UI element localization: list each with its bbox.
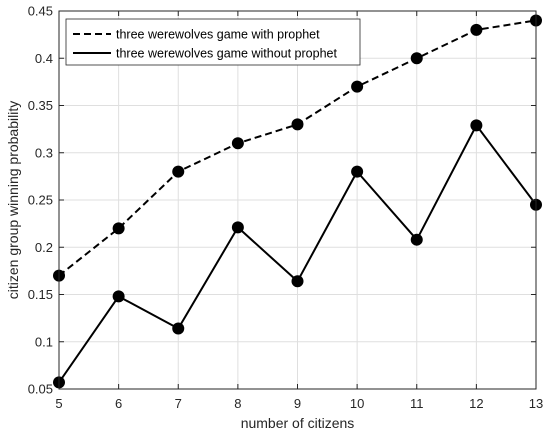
grid-lines	[58, 10, 537, 390]
legend-label-with-prophet: three werewolves game with prophet	[116, 28, 320, 42]
y-axis-label: citizen group winning probability	[5, 101, 21, 299]
series-1-point	[410, 233, 423, 246]
x-axis-label: number of citizens	[241, 415, 355, 431]
series-0-point	[291, 118, 304, 131]
series-0-point	[172, 165, 185, 178]
y-tick-label: 0.15	[28, 287, 53, 302]
x-tick-label: 11	[410, 396, 424, 411]
x-tick-label: 7	[175, 396, 182, 411]
x-tick-label: 10	[350, 396, 364, 411]
y-tick-label: 0.25	[28, 193, 53, 208]
series-1-point	[291, 275, 304, 288]
legend-box	[65, 18, 361, 66]
series-0-point	[351, 80, 364, 93]
x-tick-label: 12	[469, 396, 483, 411]
x-tick-label: 8	[234, 396, 241, 411]
series-0-point	[231, 137, 244, 150]
y-tick-label: 0.3	[35, 145, 53, 160]
y-tick-label: 0.35	[28, 98, 53, 113]
legend: three werewolves game with prophet three…	[65, 18, 361, 66]
series-0-point	[112, 222, 125, 235]
series-1-point	[351, 165, 364, 178]
series-0-point	[410, 52, 423, 65]
y-tick-label: 0.4	[35, 51, 53, 66]
x-tick-label: 6	[115, 396, 122, 411]
y-tick-label: 0.1	[35, 334, 53, 349]
x-tick-label: 5	[55, 396, 62, 411]
x-tick-label: 9	[294, 396, 301, 411]
series-0-point	[470, 23, 483, 36]
series-1-point	[112, 290, 125, 303]
axis-ticks: 5 6 7 8 9 10 11 12 13 0.05 0.1 0.15 0.2 0.25 0.3 0.35 0.…	[28, 4, 544, 412]
series-1-point	[172, 322, 185, 335]
series-layer	[53, 14, 542, 389]
y-tick-label: 0.45	[28, 4, 53, 19]
series-1-point	[470, 119, 483, 132]
y-tick-label: 0.05	[28, 382, 53, 397]
x-tick-label: 13	[529, 396, 543, 411]
series-1-point	[231, 221, 244, 234]
y-tick-label: 0.2	[35, 240, 53, 255]
legend-label-without-prophet: three werewolves game without prophet	[116, 47, 337, 61]
